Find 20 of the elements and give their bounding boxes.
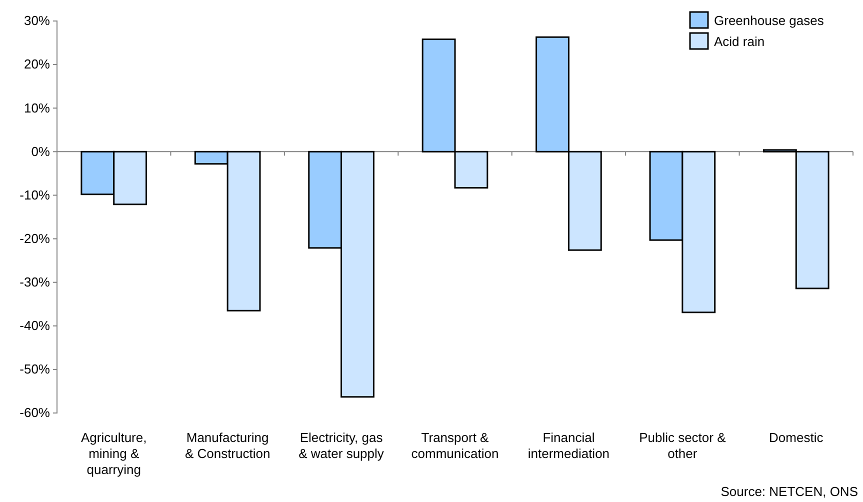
x-tick-label: Electricity, gas & water supply xyxy=(298,430,384,461)
y-tick-label: -20% xyxy=(20,230,50,246)
x-tick-label: Agriculture, mining & quarrying xyxy=(80,430,147,477)
y-tick-label: -50% xyxy=(20,362,50,377)
source-note: Source: NETCEN, ONS xyxy=(720,484,858,499)
y-tick-label: 20% xyxy=(24,56,50,72)
y-tick-label: -60% xyxy=(20,405,50,420)
legend-label: Greenhouse gases xyxy=(714,13,824,28)
y-tick-label: 10% xyxy=(24,100,50,116)
y-tick-label: 30% xyxy=(24,13,50,28)
y-tick-label: -40% xyxy=(20,318,50,334)
legend-label: Acid rain xyxy=(714,34,765,49)
x-tick-label: Manufacturing & Construction xyxy=(184,430,270,461)
y-tick-label: -10% xyxy=(20,187,50,202)
x-tick-label: Financial intermediation xyxy=(528,430,610,461)
x-tick-label: Domestic xyxy=(769,430,824,445)
y-tick-label: 0% xyxy=(31,144,50,159)
x-tick-label: Transport & communication xyxy=(411,430,499,461)
x-tick-label: Public sector & other xyxy=(639,430,726,461)
y-tick-label: -30% xyxy=(20,274,50,290)
